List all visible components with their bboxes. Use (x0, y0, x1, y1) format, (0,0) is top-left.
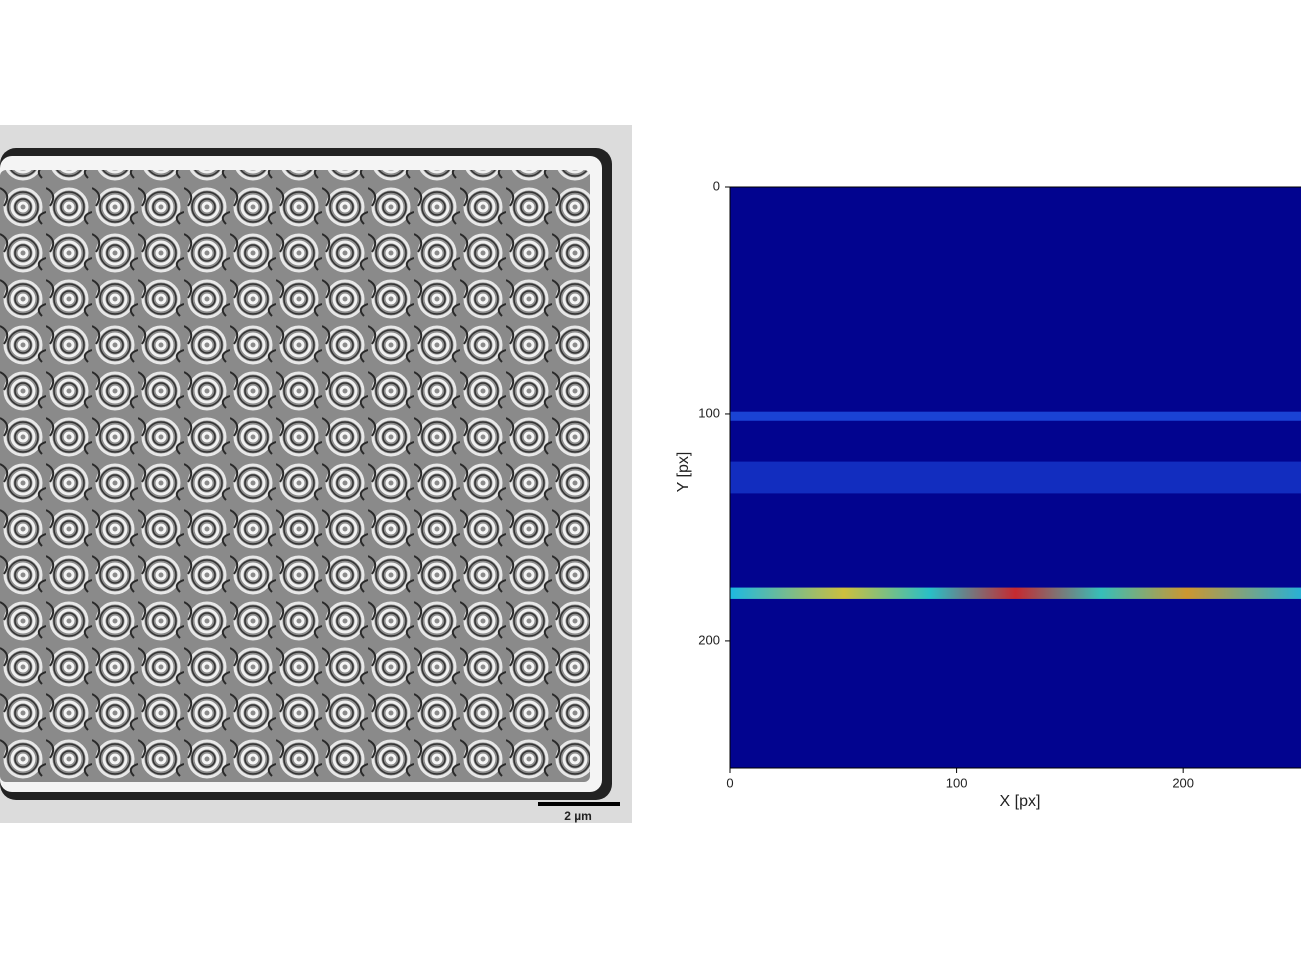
y-tick-label: 0 (713, 178, 720, 193)
intensity-band (730, 411, 1301, 421)
x-tick-label: 100 (946, 775, 968, 790)
y-tick-label: 100 (698, 405, 720, 420)
intensity-band (730, 587, 1301, 599)
y-tick-label: 200 (698, 632, 720, 647)
x-tick-label: 0 (726, 775, 733, 790)
microscopy-image: 2 µm (0, 125, 632, 823)
heatmap: 0 100 200 0 100 200 (698, 178, 1301, 790)
x-axis-title: X [px] (1000, 793, 1041, 810)
scale-bar-label: 2 µm (564, 809, 592, 823)
intensity-band (730, 461, 1301, 494)
x-tick-label: 200 (1172, 775, 1194, 790)
y-axis-title: Y [px] (675, 452, 692, 493)
